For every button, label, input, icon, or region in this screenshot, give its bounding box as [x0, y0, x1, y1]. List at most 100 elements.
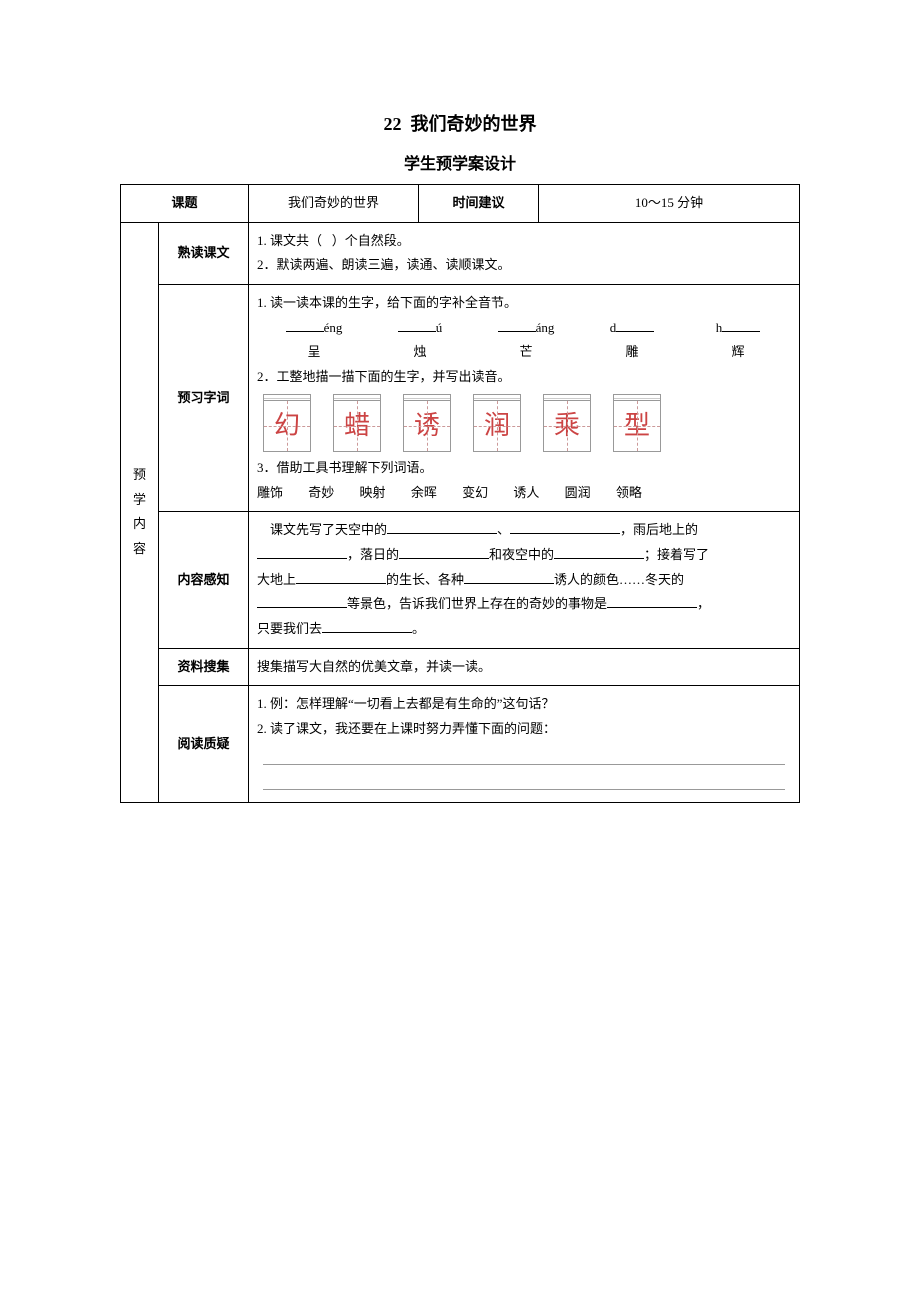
page-subtitle: 学生预学案设计 [120, 150, 800, 174]
content-text: 等景色，告诉我们世界上存在的奇妙的事物是 [347, 596, 607, 611]
char-row: 呈 烛 芒 雕 辉 [257, 340, 791, 365]
row-read: 预 学 内 容 熟读课文 1. 课文共（ ）个自然段。 2．默读两遍、朗读三遍，… [121, 222, 800, 284]
row-read-label: 熟读课文 [159, 222, 249, 284]
row-content: 内容感知 课文先写了天空中的 、 ，雨后地上的 ，落日的 和夜空中的 ；接着写了 大地上… [121, 512, 800, 648]
question-line2: 2. 读了课文，我还要在上课时努力弄懂下面的问题： [257, 717, 791, 742]
answer-line[interactable] [263, 746, 785, 765]
tian-box[interactable]: 润 [473, 394, 521, 452]
pinyin: éng [324, 320, 343, 335]
blank[interactable] [464, 570, 554, 584]
content-text: ；接着写了 [644, 547, 709, 562]
header-topic-value: 我们奇妙的世界 [249, 185, 419, 223]
read-line1b: ）个自然段。 [332, 233, 410, 248]
table-header-row: 课题 我们奇妙的世界 时间建议 10～15 分钟 [121, 185, 800, 223]
row-vocab-label: 预习字词 [159, 285, 249, 512]
vocab-line1: 1. 读一读本课的生字，给下面的字补全音节。 [257, 291, 791, 316]
content-text: 诱人的颜色……冬天的 [554, 572, 684, 587]
pinyin: ú [436, 320, 443, 335]
content-text: 大地上 [257, 572, 296, 587]
header-topic-label: 课题 [121, 185, 249, 223]
tian-char: 润 [473, 400, 521, 451]
row-vocab: 预习字词 1. 读一读本课的生字，给下面的字补全音节。 éng ú áng d … [121, 285, 800, 512]
blank[interactable] [257, 594, 347, 608]
tian-char: 诱 [403, 400, 451, 451]
vocab-word: 变幻 [462, 485, 488, 500]
char: 雕 [579, 340, 685, 365]
char: 芒 [473, 340, 579, 365]
row-question: 阅读质疑 1. 例：怎样理解“一切看上去都是有生命的”这句话？ 2. 读了课文，… [121, 686, 800, 802]
row-collect-label: 资料搜集 [159, 648, 249, 686]
tian-box[interactable]: 蜡 [333, 394, 381, 452]
blank[interactable] [398, 318, 436, 332]
lesson-title: 我们奇妙的世界 [411, 114, 537, 134]
content-text: 的生长、各种 [386, 572, 464, 587]
blank[interactable] [498, 318, 536, 332]
vocab-word: 余晖 [411, 485, 437, 500]
row-collect-content: 搜集描写大自然的优美文章，并读一读。 [249, 648, 800, 686]
word-list: 雕饰 奇妙 映射 余晖 变幻 诱人 圆润 领略 [257, 481, 791, 506]
content-text: 。 [412, 621, 425, 636]
page-title: 22 我们奇妙的世界 [120, 110, 800, 136]
header-time-value: 10～15 分钟 [539, 185, 800, 223]
row-collect: 资料搜集 搜集描写大自然的优美文章，并读一读。 [121, 648, 800, 686]
content-text: ，落日的 [347, 547, 399, 562]
row-question-label: 阅读质疑 [159, 686, 249, 802]
content-text: 和夜空中的 [489, 547, 554, 562]
row-content-label: 内容感知 [159, 512, 249, 648]
pinyin: áng [536, 320, 555, 335]
content-text: 、 [497, 522, 510, 537]
read-line2: 2．默读两遍、朗读三遍，读通、读顺课文。 [257, 257, 511, 272]
vocab-word: 雕饰 [257, 485, 283, 500]
row-question-content: 1. 例：怎样理解“一切看上去都是有生命的”这句话？ 2. 读了课文，我还要在上… [249, 686, 800, 802]
tian-char: 乘 [543, 400, 591, 451]
content-text: ， [697, 596, 710, 611]
char: 烛 [367, 340, 473, 365]
vocab-line3: 3．借助工具书理解下列词语。 [257, 456, 791, 481]
read-line1a: 1. 课文共（ [257, 233, 322, 248]
tian-char: 幻 [263, 400, 311, 451]
blank[interactable] [722, 318, 760, 332]
content-text: ，雨后地上的 [620, 522, 698, 537]
blank[interactable] [399, 545, 489, 559]
content-text: 课文先写了天空中的 [270, 522, 387, 537]
blank[interactable] [286, 318, 324, 332]
vocab-word: 领略 [616, 485, 642, 500]
side-char: 容 [133, 541, 146, 556]
blank[interactable] [387, 520, 497, 534]
tian-char: 型 [613, 400, 661, 451]
blank[interactable] [616, 318, 654, 332]
row-read-content: 1. 课文共（ ）个自然段。 2．默读两遍、朗读三遍，读通、读顺课文。 [249, 222, 800, 284]
blank[interactable] [296, 570, 386, 584]
worksheet-table: 课题 我们奇妙的世界 时间建议 10～15 分钟 预 学 内 容 熟读课文 1.… [120, 184, 800, 803]
vocab-word: 映射 [360, 485, 386, 500]
answer-line[interactable] [263, 771, 785, 790]
side-char: 内 [133, 516, 146, 531]
vocab-word: 奇妙 [308, 485, 334, 500]
blank[interactable] [554, 545, 644, 559]
question-line1: 1. 例：怎样理解“一切看上去都是有生命的”这句话？ [257, 692, 791, 717]
tian-box[interactable]: 乘 [543, 394, 591, 452]
char: 辉 [685, 340, 791, 365]
header-time-label: 时间建议 [419, 185, 539, 223]
lesson-number: 22 [384, 114, 402, 134]
blank[interactable] [510, 520, 620, 534]
row-vocab-content: 1. 读一读本课的生字，给下面的字补全音节。 éng ú áng d h 呈 烛… [249, 285, 800, 512]
blank[interactable] [607, 594, 697, 608]
side-char: 预 [133, 467, 146, 482]
tian-box[interactable]: 幻 [263, 394, 311, 452]
vocab-word: 圆润 [565, 485, 591, 500]
vocab-line2: 2．工整地描一描下面的生字，并写出读音。 [257, 365, 791, 390]
side-char: 学 [133, 492, 146, 507]
blank[interactable] [322, 619, 412, 633]
tian-char: 蜡 [333, 400, 381, 451]
pinyin-row: éng ú áng d h [257, 316, 791, 341]
side-label: 预 学 内 容 [121, 222, 159, 802]
row-content-body: 课文先写了天空中的 、 ，雨后地上的 ，落日的 和夜空中的 ；接着写了 大地上 的生长、各… [249, 512, 800, 648]
char: 呈 [261, 340, 367, 365]
content-text: 只要我们去 [257, 621, 322, 636]
blank[interactable] [257, 545, 347, 559]
tian-boxes-row: 幻 蜡 诱 润 乘 型 [257, 390, 791, 456]
tian-box[interactable]: 诱 [403, 394, 451, 452]
vocab-word: 诱人 [513, 485, 539, 500]
tian-box[interactable]: 型 [613, 394, 661, 452]
